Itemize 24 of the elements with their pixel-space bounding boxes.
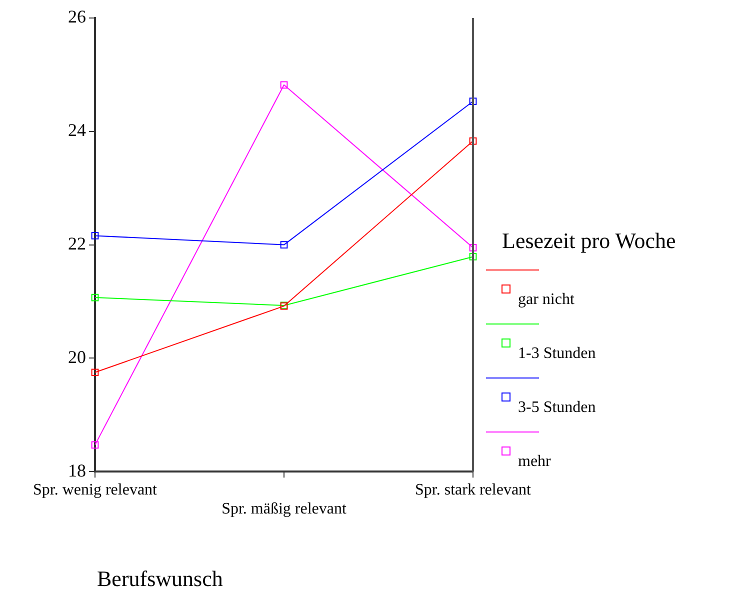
x-tick-label: Spr. mäßig relevant — [222, 500, 347, 518]
point — [469, 253, 477, 260]
point — [91, 368, 99, 376]
y-tick-label: 22 — [68, 234, 86, 254]
point — [280, 241, 288, 248]
legend-title: Lesezeit pro Woche — [502, 228, 676, 253]
point — [280, 81, 288, 89]
legend-label: mehr — [518, 453, 552, 470]
point — [91, 232, 99, 240]
point — [91, 441, 99, 449]
legend-label: gar nicht — [518, 291, 575, 308]
point — [469, 98, 477, 106]
x-axis-title: Berufswunsch — [97, 566, 223, 590]
x-tick-label: Spr. stark relevant — [415, 481, 532, 498]
legend-label: 3-5 Stunden — [518, 399, 596, 416]
x-tick-label: Spr. wenig relevant — [33, 481, 158, 498]
y-tick-label: 18 — [68, 460, 86, 480]
y-tick-label: 20 — [68, 346, 86, 367]
point — [91, 294, 99, 302]
point — [469, 137, 477, 145]
legend-label: 1-3 Stunden — [518, 345, 596, 362]
y-tick-label: 26 — [68, 6, 86, 27]
y-tick-label: 24 — [68, 120, 86, 140]
point — [469, 244, 477, 252]
